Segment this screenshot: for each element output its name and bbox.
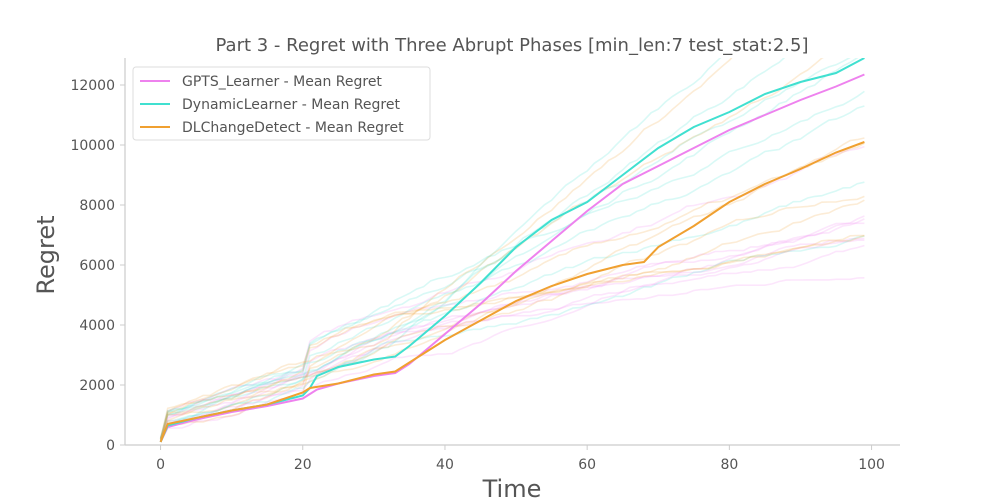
axes: 0 20 40 60 80 100 0 2000 4000 6000 8000 10000 12000 [70,58,900,473]
y-tick-label: 12000 [70,78,115,94]
y-tick-label: 2000 [79,378,115,394]
trial-line [159,58,786,440]
trial-line [159,105,865,441]
x-tick-label: 100 [858,457,885,473]
trial-line [159,237,865,439]
legend-label-2: DLChangeDetect - Mean Regret [182,120,404,136]
trial-line [159,244,865,442]
trial-line [159,181,865,439]
trial-line [159,195,865,442]
y-tick-label: 4000 [79,318,115,334]
legend-label-0: GPTS_Learner - Mean Regret [182,74,382,90]
series-layer [159,58,865,443]
x-tick-label: 20 [294,457,312,473]
trial-line [159,277,865,442]
trial-line [159,218,865,443]
trial-line [159,234,865,440]
series-line-2 [159,141,865,443]
trial-line [159,222,865,442]
trial-line [159,235,865,443]
series-line-0 [159,73,865,443]
y-tick-label: 6000 [79,258,115,274]
y-tick-label: 0 [106,438,115,454]
trial-line [159,58,722,439]
chart-title: Part 3 - Regret with Three Abrupt Phases… [216,35,809,56]
trial-line [159,234,865,439]
y-tick-label: 8000 [79,198,115,214]
trial-line [159,90,865,443]
y-axis-label: Regret [32,215,60,294]
x-tick-label: 60 [578,457,596,473]
x-axis-label: Time [482,475,542,500]
legend-label-1: DynamicLearner - Mean Regret [182,97,400,113]
x-tick-label: 40 [436,457,454,473]
trial-line [159,137,865,440]
background-trial-lines [159,58,865,443]
trial-line [159,142,865,441]
legend: GPTS_Learner - Mean Regret DynamicLearner… [132,66,431,141]
y-tick-label: 10000 [70,138,115,154]
trial-line [159,58,859,440]
x-tick-label: 0 [156,457,165,473]
trial-line [159,199,865,441]
x-tick-label: 80 [720,457,738,473]
legend-box [132,66,431,141]
